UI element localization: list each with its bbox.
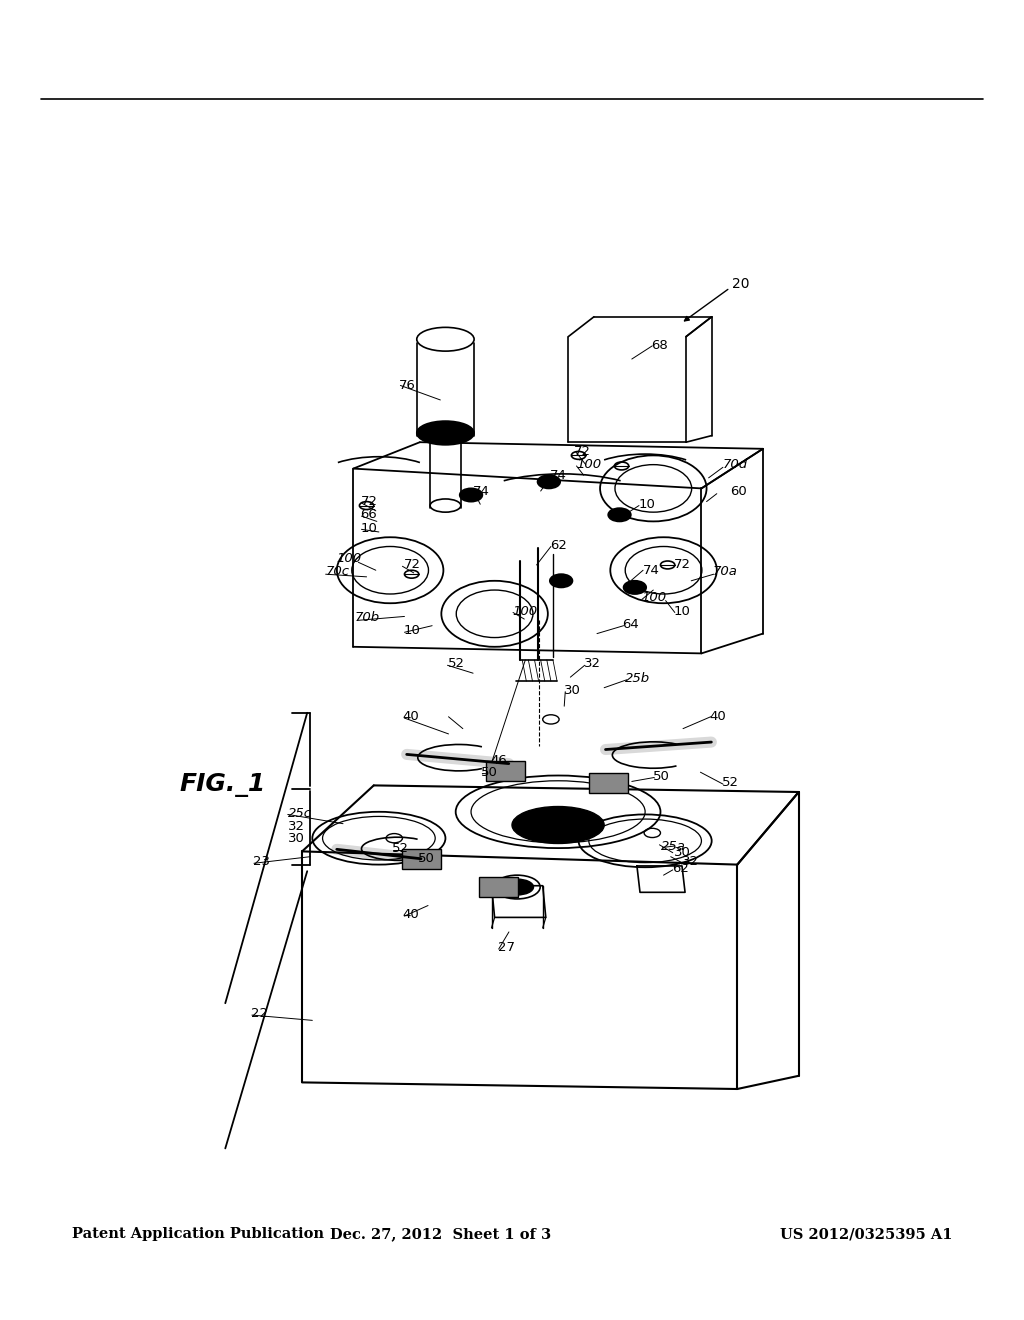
Text: FIG._1: FIG._1 <box>179 774 265 797</box>
Text: 72: 72 <box>674 558 691 572</box>
Text: 40: 40 <box>402 908 419 921</box>
Text: 72: 72 <box>403 558 421 572</box>
Text: 20: 20 <box>732 277 750 290</box>
Text: 50: 50 <box>418 851 434 865</box>
Text: 62: 62 <box>550 539 566 552</box>
Text: 25c: 25c <box>288 807 311 820</box>
Text: 74: 74 <box>473 484 489 498</box>
Text: 74: 74 <box>550 469 566 482</box>
Text: 52: 52 <box>447 657 465 671</box>
Text: Dec. 27, 2012  Sheet 1 of 3: Dec. 27, 2012 Sheet 1 of 3 <box>330 1228 551 1241</box>
Text: 74: 74 <box>643 564 659 577</box>
Text: 27: 27 <box>498 941 515 954</box>
Ellipse shape <box>460 488 482 502</box>
Text: 10: 10 <box>674 605 690 618</box>
Bar <box>479 876 518 898</box>
Text: 100: 100 <box>641 591 667 605</box>
Bar <box>486 760 525 780</box>
Text: 100: 100 <box>577 458 602 471</box>
Text: 72: 72 <box>573 445 591 458</box>
Text: 40: 40 <box>710 710 726 723</box>
Text: US 2012/0325395 A1: US 2012/0325395 A1 <box>780 1228 952 1241</box>
Text: 72: 72 <box>360 495 378 508</box>
Ellipse shape <box>608 508 631 521</box>
Ellipse shape <box>512 807 604 843</box>
Text: 40: 40 <box>402 710 419 723</box>
Text: 30: 30 <box>288 832 304 845</box>
Text: 70b: 70b <box>354 611 380 624</box>
Text: 76: 76 <box>399 379 416 392</box>
Text: 60: 60 <box>730 484 746 498</box>
Ellipse shape <box>550 574 572 587</box>
Text: 32: 32 <box>682 855 699 869</box>
Text: 30: 30 <box>674 846 690 859</box>
Text: 10: 10 <box>403 624 420 638</box>
Text: 10: 10 <box>639 498 655 511</box>
Text: 50: 50 <box>481 766 498 779</box>
Text: 23: 23 <box>253 855 270 869</box>
Ellipse shape <box>417 421 474 445</box>
Ellipse shape <box>538 475 560 488</box>
Bar <box>589 772 628 792</box>
Text: 50: 50 <box>653 770 670 783</box>
Text: 100: 100 <box>336 552 361 565</box>
Text: 70a: 70a <box>713 565 737 578</box>
Text: 25b: 25b <box>625 672 650 685</box>
Text: 10: 10 <box>360 521 377 535</box>
Ellipse shape <box>501 879 534 895</box>
Text: 46: 46 <box>490 754 507 767</box>
Text: 32: 32 <box>288 820 305 833</box>
Text: Patent Application Publication: Patent Application Publication <box>72 1228 324 1241</box>
Text: 25a: 25a <box>660 840 685 853</box>
Text: 100: 100 <box>512 605 538 618</box>
Text: 62: 62 <box>672 862 688 875</box>
Text: 52: 52 <box>392 842 410 855</box>
Ellipse shape <box>624 581 646 594</box>
Text: 70d: 70d <box>723 458 749 471</box>
Text: 64: 64 <box>623 618 639 631</box>
Text: 32: 32 <box>584 657 601 671</box>
Bar <box>402 850 441 869</box>
Text: 22: 22 <box>251 1007 268 1020</box>
Text: 30: 30 <box>564 684 581 697</box>
Text: 68: 68 <box>651 339 668 352</box>
Text: 70c: 70c <box>326 565 349 578</box>
Text: 66: 66 <box>360 508 377 521</box>
Text: 52: 52 <box>722 776 739 789</box>
